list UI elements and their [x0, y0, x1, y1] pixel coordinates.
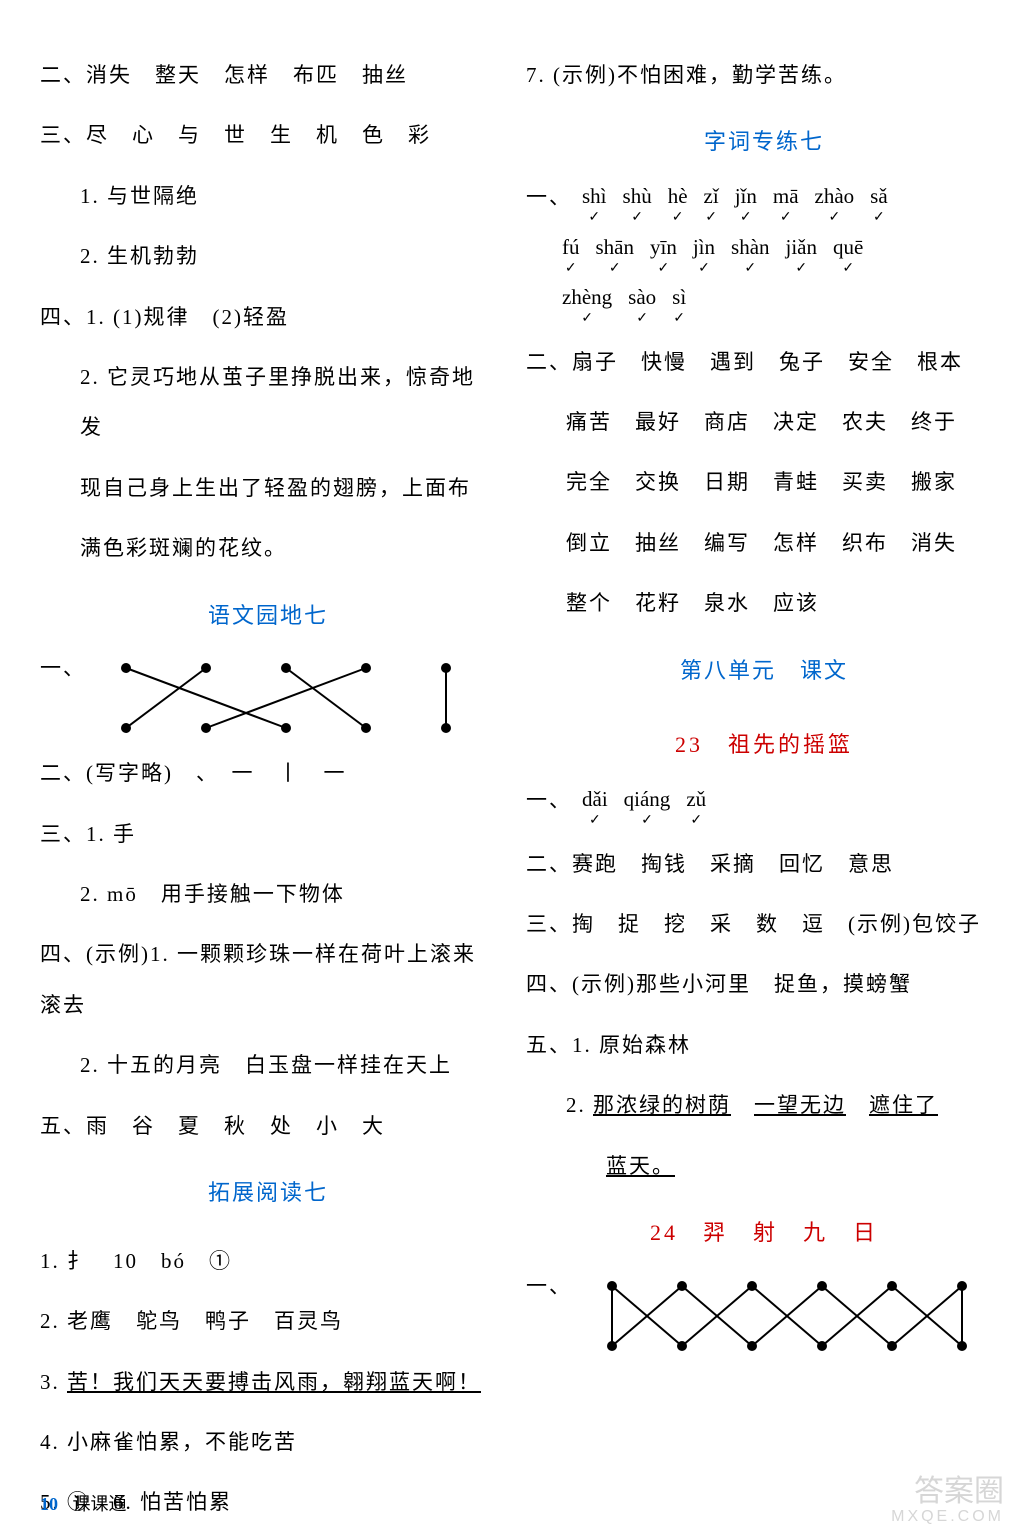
text-line: 二、扇子 快慢 遇到 兔子 安全 根本	[526, 337, 1002, 387]
pinyin-item: mā✓	[773, 185, 799, 225]
pinyin-item: shān✓	[596, 236, 635, 276]
pinyin-item: sì✓	[672, 286, 686, 326]
section-heading: 语文园地七	[40, 584, 496, 649]
text-line: 2. 那浓绿的树荫 一望无边 遮住了	[526, 1080, 1002, 1130]
text-line: 满色彩斑斓的花纹。	[40, 523, 496, 573]
page-footer: 10 课课通	[40, 1490, 127, 1516]
text-line: 三、尽 心 与 世 生 机 色 彩	[40, 110, 496, 160]
text-line: 一、	[40, 658, 86, 679]
text-line: 一、	[526, 185, 572, 210]
pinyin-item: shì✓	[582, 185, 607, 225]
pinyin-item: shàn✓	[731, 236, 770, 276]
text-line: 痛苦 最好 商店 决定 农夫 终于	[526, 397, 1002, 447]
text-line: 四、(示例)那些小河里 捉鱼，摸螃蟹	[526, 959, 1002, 1009]
pinyin-row: fú✓ shān✓ yīn✓ jìn✓ shàn✓ jiǎn✓ quē✓	[526, 236, 1002, 276]
text-line: 4. 小麻雀怕累，不能吃苦	[40, 1417, 496, 1467]
text-line: 四、1. (1)规律 (2)轻盈	[40, 292, 496, 342]
left-column: 二、消失 整天 怎样 布匹 抽丝 三、尽 心 与 世 生 机 色 彩 1. 与世…	[40, 50, 496, 1506]
text-line: 二、消失 整天 怎样 布匹 抽丝	[40, 50, 496, 100]
text-line: 现自己身上生出了轻盈的翅膀，上面布	[40, 463, 496, 513]
lesson-heading: 24 羿 射 九 日	[526, 1201, 1002, 1266]
pinyin-item: zhèng✓	[562, 286, 612, 326]
pinyin-item: qiáng✓	[624, 788, 671, 828]
pinyin-row: zhèng✓ sào✓ sì✓	[526, 286, 1002, 326]
pinyin-row: dǎi✓ qiáng✓ zǔ✓	[572, 788, 706, 828]
text-line: 五、1. 原始森林	[526, 1020, 1002, 1070]
text-line: 二、赛跑 掏钱 采摘 回忆 意思	[526, 839, 1002, 889]
pinyin-item: yīn✓	[650, 236, 677, 276]
matching-diagram-2	[572, 1276, 1002, 1356]
text-line: 蓝天。	[526, 1141, 1002, 1191]
text-line: 3. 苦！我们天天要搏击风雨，翱翔蓝天啊！	[40, 1357, 496, 1407]
text-line: 2. 十五的月亮 白玉盘一样挂在天上	[40, 1040, 496, 1090]
pinyin-item: hè✓	[668, 185, 688, 225]
text-line: 2. mō 用手接触一下物体	[40, 869, 496, 919]
section-heading: 字词专练七	[526, 110, 1002, 175]
pinyin-item: fú✓	[562, 236, 580, 276]
text-line: 二、(写字略) 、 一 丨 一	[40, 748, 496, 798]
pinyin-item: quē✓	[833, 236, 863, 276]
text-line: 三、掏 捉 挖 采 数 逗 (示例)包饺子	[526, 899, 1002, 949]
text-line: 整个 花籽 泉水 应该	[526, 578, 1002, 628]
pinyin-item: zǔ✓	[686, 788, 706, 828]
section-heading: 拓展阅读七	[40, 1161, 496, 1226]
text-line: 三、1. 手	[40, 809, 496, 859]
text-line: 7. (示例)不怕困难，勤学苦练。	[526, 50, 1002, 100]
text-line: 倒立 抽丝 编写 怎样 织布 消失	[526, 518, 1002, 568]
matching-diagram-1	[86, 658, 496, 738]
text-line: 四、(示例)1. 一颗颗珍珠一样在荷叶上滚来滚去	[40, 929, 496, 1030]
unit-heading: 第八单元 课文	[526, 639, 1002, 704]
pinyin-row: shì✓ shù✓ hè✓ zǐ✓ jǐn✓ mā✓ zhào✓ sǎ✓	[572, 185, 888, 225]
pinyin-item: sào✓	[628, 286, 656, 326]
page-number: 10	[40, 1494, 58, 1514]
text-line: 1. 扌 10 bó ①	[40, 1236, 496, 1286]
text-line: 一、	[526, 1276, 572, 1297]
text-line: 2. 它灵巧地从茧子里挣脱出来，惊奇地发	[40, 352, 496, 453]
text-line: 一、	[526, 788, 572, 813]
footer-label: 课课通	[73, 1494, 127, 1514]
pinyin-item: jǐn✓	[735, 185, 757, 225]
pinyin-item: shù✓	[623, 185, 652, 225]
text-line: 2. 老鹰 鸵鸟 鸭子 百灵鸟	[40, 1296, 496, 1346]
pinyin-item: zhào✓	[815, 185, 855, 225]
text-line: 2. 生机勃勃	[40, 231, 496, 281]
text-line: 五、雨 谷 夏 秋 处 小 大	[40, 1101, 496, 1151]
pinyin-item: jiǎn✓	[786, 236, 818, 276]
watermark: 答案圈 MXQE.COM	[891, 1475, 1004, 1526]
pinyin-item: zǐ✓	[704, 185, 719, 225]
pinyin-item: sǎ✓	[870, 185, 888, 225]
lesson-heading: 23 祖先的摇篮	[526, 713, 1002, 778]
right-column: 7. (示例)不怕困难，勤学苦练。 字词专练七 一、 shì✓ shù✓ hè✓ zǐ…	[526, 50, 1002, 1506]
pinyin-item: dǎi✓	[582, 788, 608, 828]
pinyin-item: jìn✓	[693, 236, 715, 276]
text-line: 完全 交换 日期 青蛙 买卖 搬家	[526, 457, 1002, 507]
text-line: 1. 与世隔绝	[40, 171, 496, 221]
